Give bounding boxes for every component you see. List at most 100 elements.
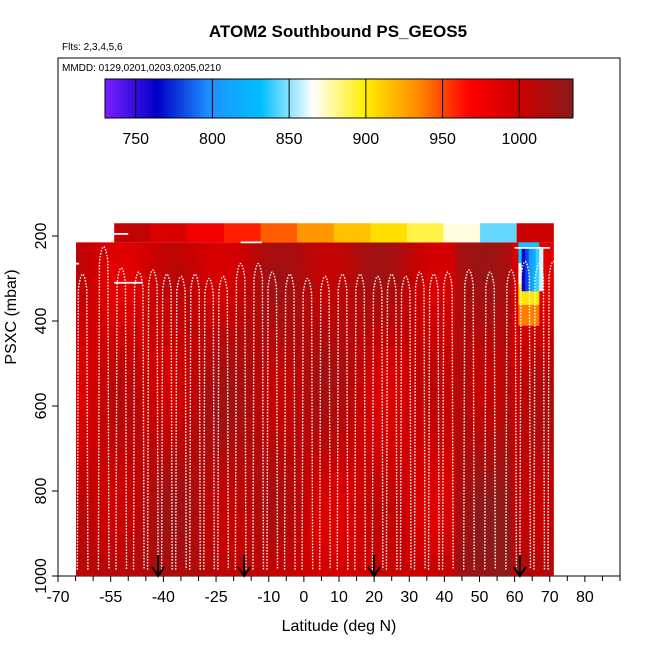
field-cell — [99, 534, 108, 556]
field-cell — [85, 367, 94, 389]
field-cell — [413, 304, 422, 327]
field-cell — [344, 263, 352, 285]
field-cell — [302, 409, 310, 431]
field-cell — [155, 284, 164, 306]
field-cell — [65, 472, 73, 493]
field-cell — [490, 242, 499, 264]
field-cell — [106, 450, 115, 473]
field-cell — [169, 346, 178, 369]
field-cell — [462, 388, 471, 410]
field-cell — [113, 555, 122, 576]
field-cell — [427, 263, 436, 285]
field-cell — [232, 284, 240, 306]
field-cell — [539, 513, 547, 535]
field-cell — [392, 346, 401, 369]
field-cell — [162, 450, 171, 473]
field-cell — [134, 367, 143, 389]
field-cell — [218, 430, 227, 452]
field-cell — [532, 367, 540, 389]
field-cell — [455, 263, 464, 285]
field-cell — [274, 471, 282, 494]
field-cell — [127, 263, 136, 285]
field-cell — [330, 346, 338, 369]
field-cell — [148, 388, 157, 410]
field-cell — [225, 263, 234, 285]
field-cell — [78, 263, 87, 285]
field-cell — [309, 513, 317, 535]
field-cell — [309, 284, 317, 306]
field-cell — [141, 304, 150, 327]
field-cell — [483, 430, 492, 452]
field-cell — [211, 388, 220, 410]
flight-profile — [441, 271, 454, 570]
field-cell — [190, 242, 199, 264]
field-cell — [518, 367, 526, 389]
field-cell — [141, 263, 150, 285]
field-cell — [232, 388, 240, 410]
field-cell — [441, 263, 450, 285]
field-cell — [323, 263, 331, 285]
field-cell — [497, 492, 506, 515]
field-cell — [190, 555, 199, 576]
field-cell — [92, 409, 101, 431]
field-cell — [413, 409, 422, 431]
field-cell — [155, 471, 164, 494]
field-cell — [190, 284, 199, 306]
field-cell — [85, 242, 94, 264]
band-cell — [443, 223, 481, 243]
field-cell — [497, 263, 506, 285]
field-cell — [525, 471, 533, 494]
field-cell — [141, 492, 150, 515]
field-cell — [532, 492, 540, 515]
field-cell — [274, 450, 282, 473]
field-cell — [462, 263, 471, 285]
field-cell — [120, 284, 129, 306]
field-cell — [274, 409, 282, 431]
field-cell — [274, 242, 282, 264]
field-cell — [357, 471, 366, 494]
field-cell — [190, 471, 199, 494]
field-cell — [350, 304, 359, 327]
field-cell — [162, 471, 171, 494]
field-cell — [364, 367, 373, 389]
field-cell — [497, 471, 506, 494]
band-cell — [370, 223, 408, 243]
field-cell — [148, 450, 157, 473]
field-cell — [253, 555, 261, 576]
field-cell — [532, 450, 540, 473]
field-cell — [371, 263, 380, 285]
field-cell — [176, 513, 185, 535]
field-cell — [497, 409, 506, 431]
band-cell — [333, 223, 371, 243]
field-cell — [148, 346, 157, 369]
field-cell — [399, 304, 408, 327]
field-cell — [504, 367, 513, 389]
field-cell — [78, 346, 87, 369]
field-cell — [155, 430, 164, 452]
field-cell — [497, 450, 506, 473]
field-cell — [357, 284, 366, 306]
field-cell — [511, 450, 519, 473]
field-cell — [462, 534, 471, 556]
field-cell — [76, 325, 80, 348]
flights-label: Flts: 2,3,4,5,6 — [62, 42, 123, 53]
field-cell — [260, 430, 268, 452]
field-cell — [302, 555, 310, 576]
field-cell — [295, 430, 303, 452]
field-cell — [260, 450, 268, 473]
field-cell — [218, 325, 227, 348]
field-cell — [65, 326, 73, 347]
field-cell — [511, 555, 519, 576]
field-cell — [190, 513, 199, 535]
field-cell — [120, 304, 129, 327]
field-cell — [288, 492, 296, 515]
field-cell — [546, 263, 554, 285]
field-cell — [78, 471, 87, 494]
field-cell — [148, 263, 157, 285]
field-cell — [441, 346, 450, 369]
field-cell — [295, 242, 303, 264]
field-cell — [127, 284, 136, 306]
field-cell — [253, 430, 261, 452]
field-cell — [371, 555, 380, 576]
field-cell — [497, 367, 506, 389]
